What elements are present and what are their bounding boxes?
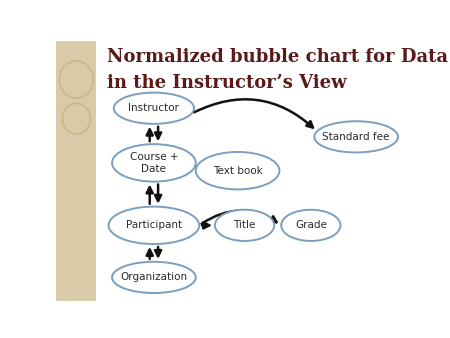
Text: Title: Title xyxy=(234,220,256,230)
Ellipse shape xyxy=(112,144,196,182)
Text: Grade: Grade xyxy=(295,220,327,230)
Bar xyxy=(56,41,96,301)
Text: in the Instructor’s View: in the Instructor’s View xyxy=(107,74,346,92)
Ellipse shape xyxy=(215,210,274,241)
Ellipse shape xyxy=(314,121,398,152)
Ellipse shape xyxy=(196,152,279,189)
Text: Organization: Organization xyxy=(120,272,188,282)
Ellipse shape xyxy=(108,207,199,244)
Text: Course +
Date: Course + Date xyxy=(130,152,178,174)
Text: Text book: Text book xyxy=(213,166,262,176)
Ellipse shape xyxy=(281,210,341,241)
Ellipse shape xyxy=(114,93,194,124)
Text: Standard fee: Standard fee xyxy=(323,132,390,142)
Text: Participant: Participant xyxy=(126,220,182,230)
Text: Instructor: Instructor xyxy=(128,103,180,113)
Text: Normalized bubble chart for Data: Normalized bubble chart for Data xyxy=(107,48,448,66)
Ellipse shape xyxy=(112,262,196,293)
